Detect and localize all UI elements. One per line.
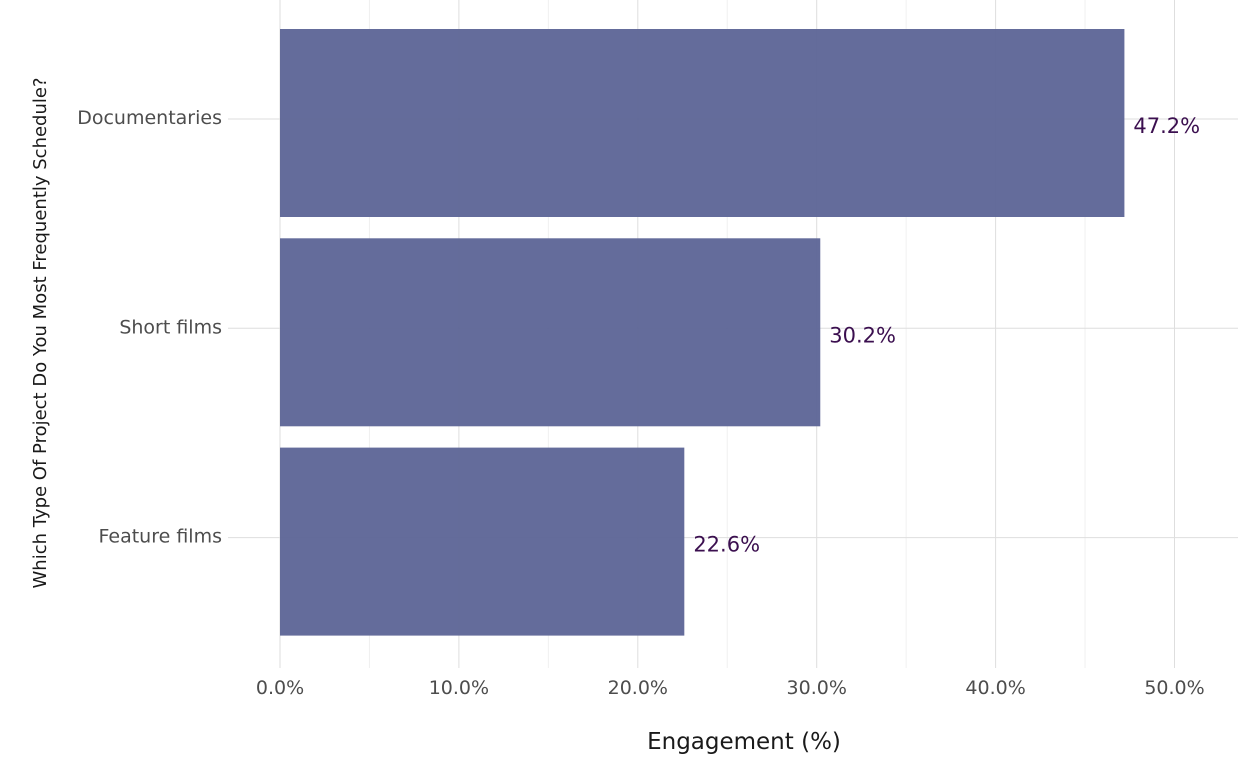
value-labels: 47.2% 30.2% 22.6% [693,114,1200,557]
x-tick-label: 40.0% [965,677,1025,699]
value-label: 22.6% [693,533,760,557]
y-axis-title: Which Type Of Project Do You Most Freque… [30,77,51,588]
category-label: Short films [119,316,222,338]
x-tick-label: 20.0% [608,677,668,699]
bar [280,29,1125,217]
category-labels: Documentaries Short films Feature films [77,107,222,548]
x-axis-title: Engagement (%) [647,729,841,755]
x-tick-label: 50.0% [1144,677,1204,699]
x-tick-label: 30.0% [787,677,847,699]
category-label: Documentaries [77,107,222,129]
value-label: 30.2% [829,323,896,347]
bars [280,29,1125,636]
x-tick-labels: 0.0% 10.0% 20.0% 30.0% 40.0% 50.0% [256,677,1205,699]
category-label: Feature films [99,526,223,548]
bar [280,447,685,636]
value-label: 47.2% [1133,114,1200,138]
x-tick-label: 10.0% [429,677,489,699]
x-tick-label: 0.0% [256,677,304,699]
bar [280,238,821,427]
